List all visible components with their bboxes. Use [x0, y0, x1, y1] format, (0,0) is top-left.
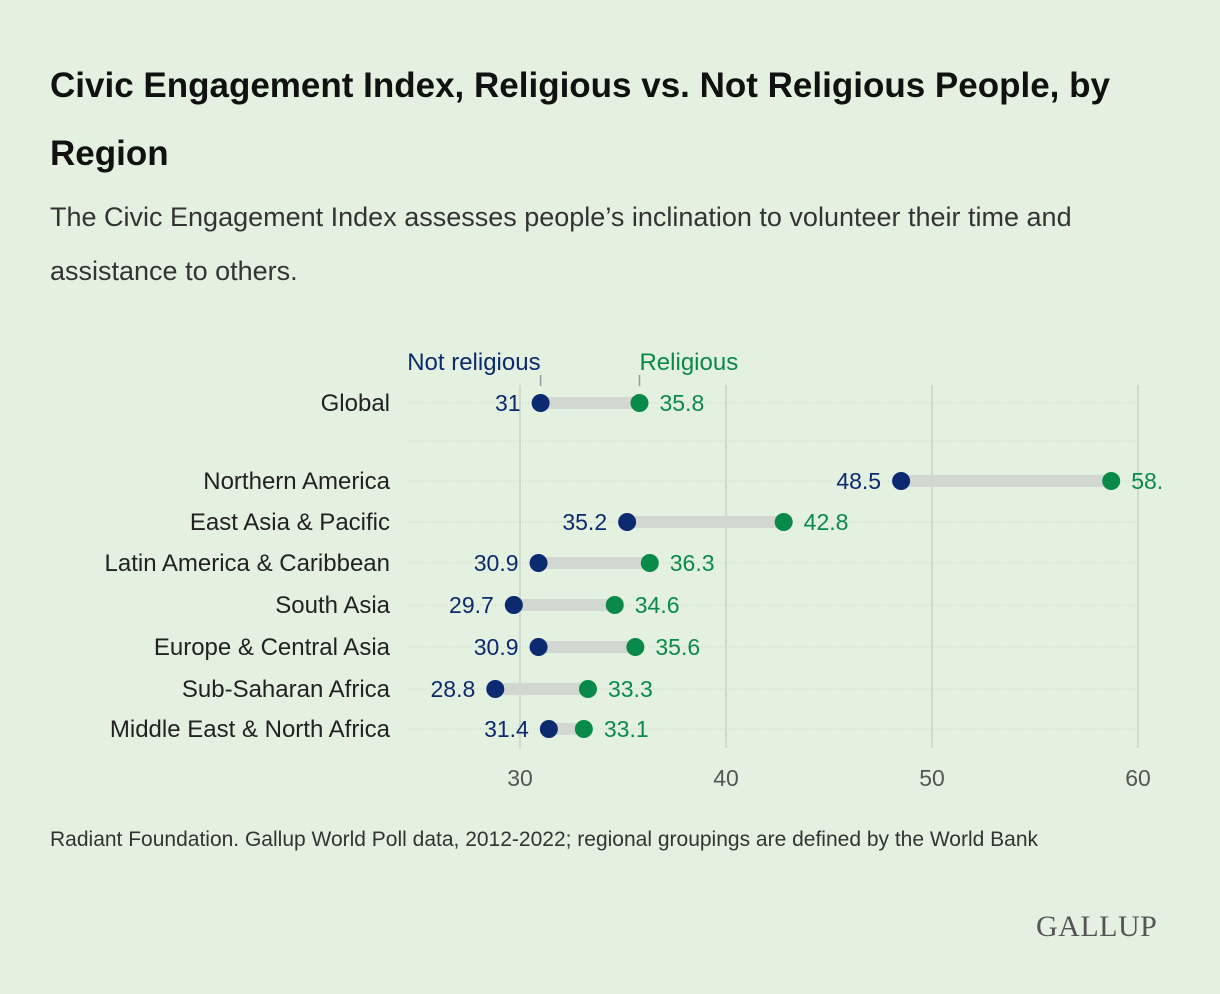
religious-value-label: 35.8 — [659, 390, 704, 416]
x-tick-label: 40 — [713, 765, 739, 791]
religious-point — [605, 596, 624, 614]
x-tick-label: 30 — [507, 765, 533, 791]
religious-point — [640, 554, 659, 572]
religious-value-label: 58. — [1131, 468, 1163, 494]
category-label: Global — [321, 390, 390, 417]
religious-value-label: 33.3 — [608, 676, 653, 702]
not-religious-value-label: 29.7 — [449, 592, 494, 618]
not-religious-value-label: 48.5 — [836, 468, 881, 494]
religious-point — [626, 638, 645, 656]
not-religious-value-label: 35.2 — [562, 509, 607, 535]
not-religious-point — [539, 720, 558, 738]
religious-value-label: 36.3 — [670, 550, 715, 576]
not-religious-point — [529, 554, 548, 572]
religious-point — [1102, 472, 1121, 490]
not-religious-value-label: 31 — [495, 390, 521, 416]
legend-religious: Religious — [639, 349, 738, 376]
gallup-logo: GALLUP — [1036, 910, 1158, 943]
not-religious-value-label: 28.8 — [431, 676, 476, 702]
not-religious-value-label: 30.9 — [474, 634, 519, 660]
x-tick-label: 50 — [919, 765, 945, 791]
x-tick-label: 60 — [1125, 765, 1151, 791]
category-label: Middle East & North Africa — [110, 716, 391, 743]
not-religious-point — [531, 394, 550, 412]
not-religious-point — [892, 472, 911, 490]
religious-point — [578, 680, 597, 698]
category-label: Europe & Central Asia — [154, 634, 391, 661]
not-religious-point — [529, 638, 548, 656]
religious-value-label: 35.6 — [655, 634, 700, 660]
not-religious-point — [504, 596, 523, 614]
not-religious-value-label: 30.9 — [474, 550, 519, 576]
not-religious-value-label: 31.4 — [484, 716, 529, 742]
category-label: Sub-Saharan Africa — [182, 676, 391, 703]
legend-not-religious: Not religious — [407, 349, 540, 376]
category-label: South Asia — [275, 592, 390, 619]
category-label: East Asia & Pacific — [190, 509, 390, 536]
religious-point — [574, 720, 593, 738]
category-label: Northern America — [203, 468, 390, 495]
religious-value-label: 34.6 — [635, 592, 680, 618]
chart-subtitle: The Civic Engagement Index assesses peop… — [50, 202, 1072, 286]
religious-value-label: 33.1 — [604, 716, 649, 742]
religious-point — [630, 394, 649, 412]
religious-point — [774, 513, 793, 531]
source-note: Radiant Foundation. Gallup World Poll da… — [50, 828, 1039, 851]
not-religious-point — [618, 513, 637, 531]
category-label: Latin America & Caribbean — [105, 550, 391, 577]
chart-title: Civic Engagement Index, Religious vs. No… — [50, 66, 1110, 173]
religious-value-label: 42.8 — [804, 509, 849, 535]
not-religious-point — [486, 680, 505, 698]
